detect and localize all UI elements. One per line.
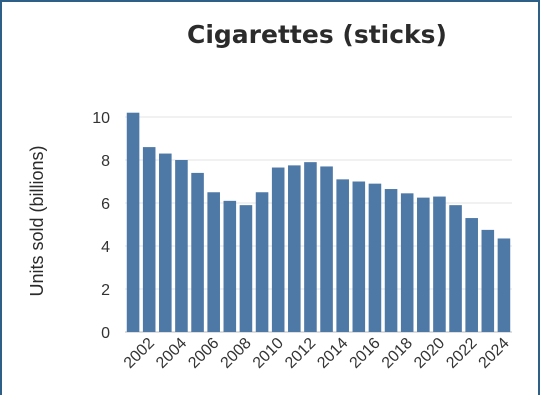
bar-2021	[449, 205, 462, 332]
bar-2023	[481, 229, 495, 332]
x-tick-label: 2022	[443, 335, 480, 372]
bar-2010	[271, 167, 285, 332]
bar-2002	[142, 147, 156, 332]
bar-2015	[352, 181, 366, 332]
bar-2013	[320, 166, 333, 332]
x-tick-label: 2014	[314, 335, 351, 372]
y-tick-label: 10	[92, 110, 110, 127]
bar-2001	[126, 112, 140, 332]
x-tick-label: 2024	[476, 335, 513, 372]
y-tick-labels: 0 2 4 6 8 10	[92, 110, 110, 342]
chart-title: Cigarettes (sticks)	[187, 20, 447, 49]
y-tick-label: 8	[101, 153, 110, 170]
x-tick-label: 2010	[250, 335, 287, 372]
bar-2007	[223, 200, 237, 332]
bar-2018	[400, 193, 414, 332]
bar-2005	[191, 172, 204, 332]
grid-lines	[125, 116, 512, 333]
bar-2020	[433, 196, 446, 332]
x-tick-label: 2018	[379, 335, 416, 372]
y-tick-label: 0	[101, 325, 110, 342]
bar-2014	[336, 179, 349, 332]
bar-2008	[239, 205, 253, 332]
bar-2012	[304, 162, 317, 332]
bar-2017	[384, 189, 398, 332]
y-tick-label: 4	[101, 239, 110, 256]
bar-2022	[465, 218, 478, 332]
bar-2019	[417, 197, 430, 332]
x-tick-label: 2020	[411, 335, 448, 372]
y-tick-label: 2	[101, 282, 110, 299]
y-axis-label: Units sold (billions)	[27, 145, 47, 296]
x-tick-label: 2006	[185, 335, 222, 372]
x-tick-label: 2004	[153, 335, 190, 372]
bar-2016	[368, 183, 382, 332]
x-tick-label: 2012	[282, 335, 319, 372]
bar-2006	[207, 192, 220, 332]
x-tick-label: 2008	[218, 335, 255, 372]
bar-2003	[159, 153, 172, 332]
x-tick-label: 2016	[347, 335, 384, 372]
x-tick-labels: 2002200420062008201020122014201620182020…	[121, 335, 513, 372]
bar-2011	[288, 165, 301, 332]
x-tick-label: 2002	[121, 335, 158, 372]
bar-2004	[175, 160, 188, 332]
bars	[126, 112, 511, 332]
bar-2024	[497, 238, 511, 332]
bar-2009	[255, 192, 269, 332]
y-tick-label: 6	[101, 196, 110, 213]
